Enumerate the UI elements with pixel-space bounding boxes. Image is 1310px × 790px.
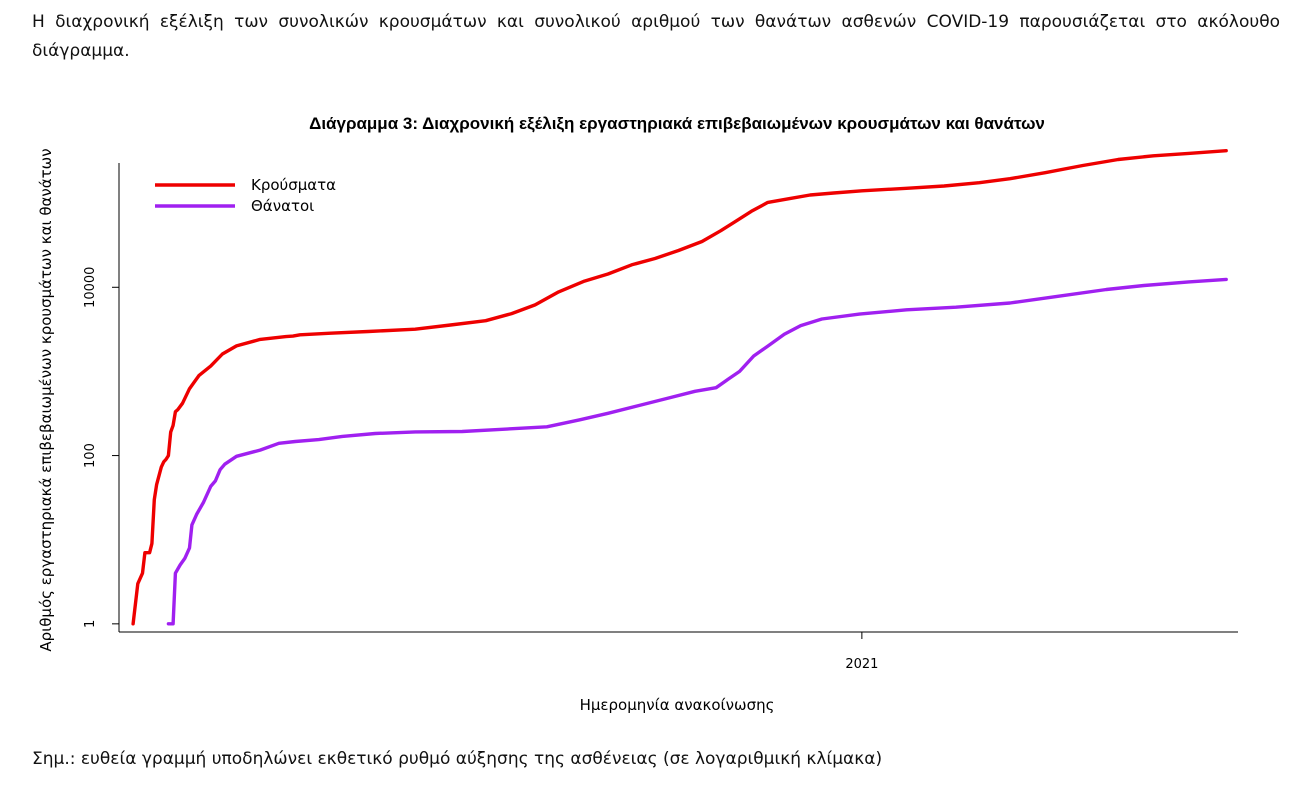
y-tick-label: 100 xyxy=(83,443,98,468)
y-ticks: 1 100 10000 xyxy=(83,267,119,628)
chart-axes xyxy=(118,163,1238,633)
chart-title: Διάγραμμα 3: Διαχρονική εξέλιξη εργαστηρ… xyxy=(309,114,1045,133)
y-axis-label: Αριθμός εργαστηριακά επιβεβαιωμένων κρου… xyxy=(37,148,55,651)
x-tick-label: 2021 xyxy=(845,657,878,672)
legend-label-deaths: Θάνατοι xyxy=(251,197,314,215)
series-line-cases xyxy=(131,149,1228,626)
series-layer xyxy=(131,149,1228,626)
note-text: Σημ.: ευθεία γραμμή υποδηλώνει εκθετικό … xyxy=(32,749,883,769)
legend-label-cases: Κρούσματα xyxy=(251,176,336,194)
x-ticks: 2021 xyxy=(845,632,878,672)
legend: Κρούσματα Θάνατοι xyxy=(155,176,336,215)
y-tick-label: 1 xyxy=(83,620,98,628)
intro-paragraph: Η διαχρονική εξέλιξη των συνολικών κρουσ… xyxy=(32,12,1280,61)
y-tick-label: 10000 xyxy=(83,267,98,308)
series-line-deaths xyxy=(166,277,1228,626)
x-axis-label: Ημερομηνία ανακοίνωσης xyxy=(580,696,775,714)
